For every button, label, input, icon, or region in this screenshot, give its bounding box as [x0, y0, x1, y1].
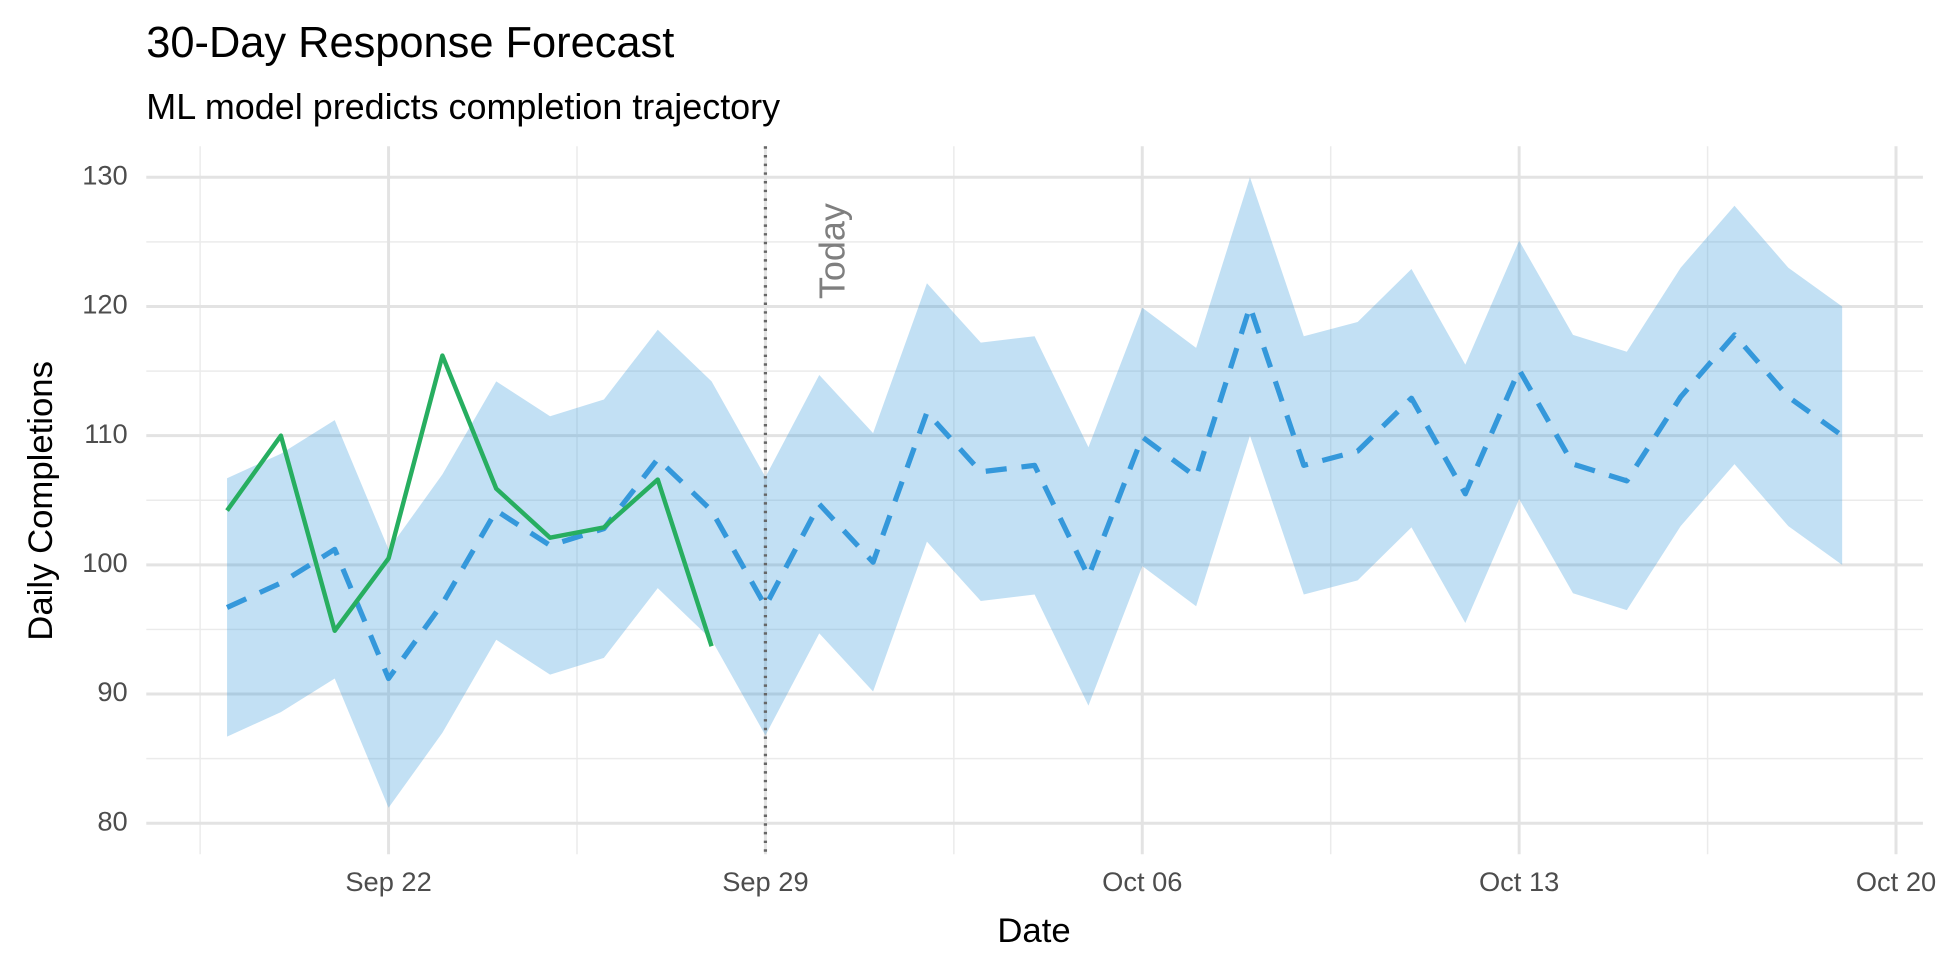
y-tick-label: 120 [82, 289, 128, 320]
x-tick-label: Oct 06 [1102, 866, 1182, 897]
x-tick-label: Oct 13 [1479, 866, 1559, 897]
y-tick-label: 80 [97, 805, 127, 836]
x-axis-title: Date [997, 912, 1070, 950]
y-tick-label: 90 [97, 676, 127, 707]
today-label: Today [811, 203, 852, 299]
chart-subtitle: ML model predicts completion trajectory [146, 86, 780, 127]
actual-line [225, 353, 714, 647]
grid [146, 146, 1923, 855]
y-axis-title: Daily Completions [22, 361, 60, 641]
chart-title: 30-Day Response Forecast [146, 19, 674, 67]
forecast-line [225, 303, 1844, 682]
x-tick-label: Sep 22 [345, 866, 431, 897]
x-tick-label: Oct 20 [1856, 866, 1936, 897]
y-tick-label: 130 [82, 160, 128, 191]
x-tick-label: Sep 29 [722, 866, 808, 897]
confidence-band [227, 177, 1843, 808]
y-tick-label: 110 [84, 418, 127, 449]
y-tick-label: 100 [82, 547, 128, 578]
